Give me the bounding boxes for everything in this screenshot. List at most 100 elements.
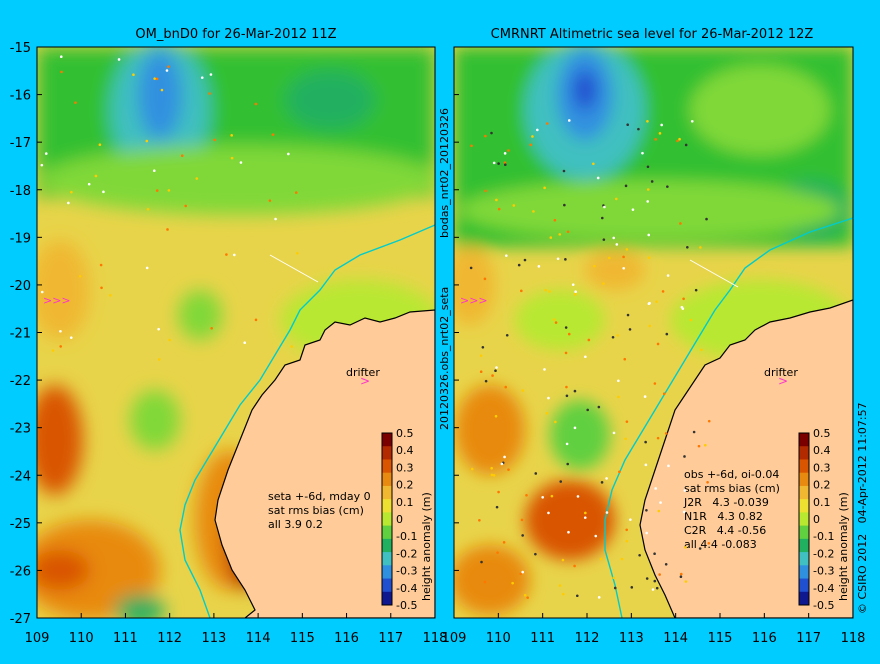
observation-dot [146,207,150,211]
observation-dot [209,73,213,76]
y-tick-label: -16 [10,89,31,104]
middle-label-bottom: 20120326.obs_nrt02_seta [438,287,451,430]
observation-dot [648,301,651,305]
observation-dot [541,495,544,499]
isobath-right [604,217,853,618]
observation-dot [230,156,234,160]
y-tick-label: -26 [10,564,31,579]
observation-dot [481,345,485,349]
observation-dot [537,265,541,268]
observation-dot [599,557,603,561]
observation-dot [654,138,658,141]
observation-dot [155,189,159,192]
middle-label-top: bodas_nrt02_20120326 [438,108,451,238]
colorbar-tick-label: -0.5 [813,599,834,612]
left-colorbar: 0.5 0.4 0.3 0.2 0.1 0 -0.1 -0.2 -0.3 -0.4 -0.5heig… [381,427,433,612]
observation-dot [602,238,606,241]
observation-dot [666,185,669,188]
observation-dot [617,395,620,399]
left-stat-line: all 3.9 0.2 [268,518,323,531]
observation-dot [563,203,566,207]
observation-dot [658,573,661,576]
observation-dot [573,426,577,430]
observation-dot [587,338,591,342]
colorbar-swatch [382,578,392,593]
observation-dot [479,370,483,373]
observation-dot [536,128,539,132]
observation-dot [641,151,644,155]
observation-dot [660,123,663,127]
observation-dot [622,255,625,259]
observation-dot [624,437,627,441]
left-map-panel: >>> > drifter seta +-6d, mday 0 sat rms … [36,46,436,619]
observation-dot [662,392,666,396]
observation-dot [549,236,553,239]
observation-dot [545,411,549,415]
colorbar-swatch [799,446,809,460]
x-tick-label: 109 [442,631,467,646]
observation-dot [686,246,689,249]
left-stat-line: seta +-6d, mday 0 [268,490,371,503]
observation-dot [550,494,554,498]
observation-dot [117,58,121,61]
observation-dot [605,477,608,480]
observation-dot [664,562,668,566]
colorbar-tick-label: 0.2 [813,479,831,492]
observation-dot [679,575,683,579]
observation-dot [59,329,62,333]
observation-dot [573,564,576,568]
observation-dot [87,182,91,186]
observation-dot [200,76,204,79]
observation-dot [567,530,570,534]
observation-dot [679,572,683,576]
isobath-left [179,224,435,618]
observation-dot [167,189,171,192]
observation-dot [60,70,63,74]
observation-dot [274,217,277,221]
observation-dot [602,282,605,285]
observation-dot [494,414,498,418]
left-drifter-label: drifter [346,366,380,379]
observation-dot [559,480,563,483]
observation-dot [505,254,508,257]
colorbar-swatch [382,538,392,553]
y-tick-label: -27 [10,612,31,627]
observation-dot [165,69,169,72]
observation-dot [612,236,616,240]
observation-dot [561,558,565,562]
observation-dot [558,233,562,236]
observation-dot [547,396,550,400]
observation-dot [584,355,587,359]
observation-dot [160,88,164,92]
colorbar-tick-label: 0.1 [396,496,414,509]
observation-dot [531,135,534,138]
observation-dot [655,586,659,590]
x-tick-label: 118 [841,631,866,646]
observation-dot [504,385,508,389]
observation-dot [230,134,233,137]
observation-dot [157,358,161,361]
observation-dot [564,351,568,355]
observation-dot [653,552,656,556]
observation-dot [552,318,556,321]
observation-dot [254,318,258,322]
observation-dot [167,65,170,68]
observation-dot [586,408,589,412]
observation-dot [558,584,562,587]
observation-dot [626,313,630,317]
observation-dot [694,288,698,292]
observation-dot [644,440,647,444]
observation-dot [213,138,216,142]
observation-dot [225,253,228,256]
observation-dot [494,369,497,373]
colorbar-title: height anomaly (m) [420,492,433,601]
observation-dot [503,161,507,164]
observation-dot [626,123,629,126]
observation-dot [690,119,694,123]
observation-dot [653,382,657,385]
observation-dot [618,470,621,474]
observation-dot [625,528,628,532]
observation-dot [707,541,711,545]
right-stat-line: sat rms bias (cm) [684,482,780,495]
observation-dot [659,501,662,504]
